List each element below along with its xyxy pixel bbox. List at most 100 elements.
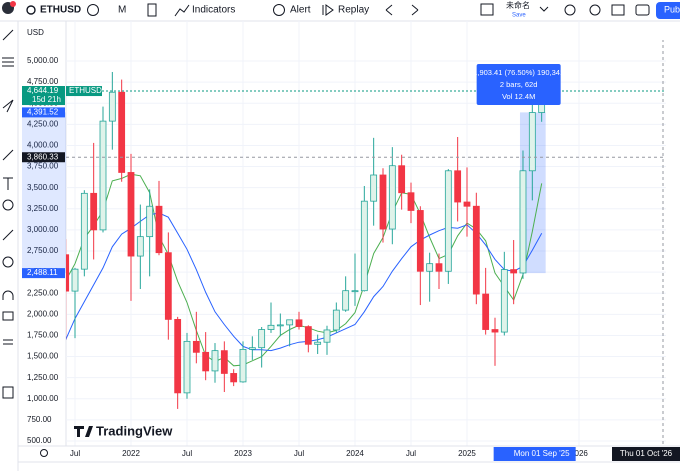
candle-body: [108, 91, 116, 122]
candle-body: [482, 293, 490, 330]
search-icon[interactable]: [26, 5, 36, 15]
candle-body: [220, 350, 228, 374]
trendline-tool[interactable]: [2, 29, 14, 41]
candle-body: [528, 112, 536, 172]
add-symbol[interactable]: [87, 4, 99, 16]
replay-button[interactable]: Replay: [338, 5, 369, 16]
layout-name[interactable]: 未命名: [506, 0, 530, 10]
lock-tool[interactable]: [2, 311, 14, 321]
candle-body: [472, 205, 480, 295]
measure-to-tag: [22, 107, 65, 118]
layout-icon[interactable]: [480, 3, 494, 16]
emoji-tool[interactable]: [2, 199, 14, 211]
y-tick-label: 1,000.00: [27, 394, 59, 403]
countdown: 15d 21h: [32, 95, 61, 104]
replay-icon[interactable]: [322, 4, 334, 16]
symbol[interactable]: ETHUSD: [40, 5, 81, 16]
y-tick-label: 5,000.00: [27, 56, 59, 65]
x-tick-label: Jul: [406, 449, 416, 458]
y-tick-label: 1,250.00: [27, 373, 59, 382]
crosshair-price-tag: [22, 152, 65, 163]
x-tick-label: Jul: [70, 449, 80, 458]
settings-button[interactable]: [589, 4, 601, 16]
publish-label[interactable]: Pub: [664, 4, 680, 14]
hide-tool[interactable]: [3, 339, 13, 345]
candle-body: [192, 340, 200, 353]
end-time-label: Thu 01 Oct '26: [620, 449, 673, 458]
x-tick-label: 2022: [122, 449, 140, 458]
grid: [66, 21, 666, 446]
moving-average-line: [66, 173, 543, 367]
redo[interactable]: [411, 4, 419, 16]
indicators-button[interactable]: Indicators: [192, 5, 235, 16]
end-time-box: [612, 447, 680, 461]
measure-to-label: 4,391.52: [27, 107, 59, 116]
candle-body: [323, 329, 331, 343]
symbol-tag-label: ETHUSD: [69, 86, 102, 95]
zoom-tool[interactable]: [2, 256, 14, 268]
fib-tool[interactable]: [2, 57, 14, 67]
watermark-text: TradingView: [96, 423, 173, 438]
measure-time-range: [493, 447, 576, 461]
currency-label: USD: [27, 28, 44, 37]
text-tool[interactable]: [3, 177, 13, 190]
brush-tool[interactable]: [2, 149, 14, 161]
alert-button[interactable]: Alert: [290, 5, 311, 16]
toolbar: [0, 0, 680, 21]
measure-tooltip: [476, 64, 561, 105]
fullscreen-button[interactable]: [611, 4, 625, 16]
candle-body: [360, 200, 368, 292]
drawing-tools: [2, 29, 14, 399]
candle-body: [155, 205, 163, 254]
y-tick-label: 2,750.00: [27, 246, 59, 255]
x-tick-label: 2023: [234, 449, 252, 458]
y-tick-label: 500.00: [27, 436, 52, 445]
candle-body: [304, 326, 312, 345]
candle-body: [370, 174, 378, 202]
x-tick-label: Jul: [294, 449, 304, 458]
candle-body: [258, 329, 266, 349]
publish-button[interactable]: [656, 2, 680, 19]
candle-body: [136, 236, 144, 257]
candle-body: [239, 348, 247, 383]
candle-body: [66, 254, 70, 292]
measure-text: 2 bars, 62d: [500, 80, 538, 89]
axis-settings[interactable]: [40, 449, 48, 457]
x-tick-label: 2024: [346, 449, 364, 458]
candle-body: [295, 319, 303, 327]
search-button[interactable]: [564, 4, 576, 16]
last-price-tag: [22, 86, 65, 97]
moving-average-line: [66, 212, 543, 352]
candle-body: [276, 324, 284, 327]
snapshot-button[interactable]: [635, 4, 650, 16]
delete-tool[interactable]: [2, 386, 14, 399]
candle-body: [183, 340, 191, 394]
magnet-tool[interactable]: [2, 290, 14, 300]
candle-body: [454, 170, 462, 203]
layout-menu[interactable]: [539, 6, 549, 12]
candle-body: [314, 341, 322, 345]
measure-from-label: 2,488.11: [27, 268, 58, 277]
interval[interactable]: M: [118, 5, 126, 16]
undo[interactable]: [385, 4, 393, 16]
y-tick-label: 4,000.00: [27, 141, 59, 150]
notification-badge: [10, 1, 16, 7]
candle-body: [444, 170, 452, 272]
chart-type-icon[interactable]: [147, 3, 157, 17]
y-tick-label: 4,250.00: [27, 119, 59, 128]
y-tick-label: 1,500.00: [27, 352, 59, 361]
candle-body: [164, 252, 172, 320]
crosshair-price-label: 3,860.33: [27, 152, 59, 161]
y-tick-label: 750.00: [27, 415, 52, 424]
candle-body: [127, 172, 135, 257]
candle-body: [351, 290, 359, 293]
candle-body: [510, 269, 518, 274]
alert-icon[interactable]: [273, 4, 285, 16]
save-status[interactable]: Save: [512, 13, 526, 19]
ruler-tool[interactable]: [2, 229, 14, 241]
candle-body: [230, 373, 238, 383]
indicators-icon[interactable]: [174, 4, 190, 17]
pattern-tool[interactable]: [2, 99, 14, 113]
